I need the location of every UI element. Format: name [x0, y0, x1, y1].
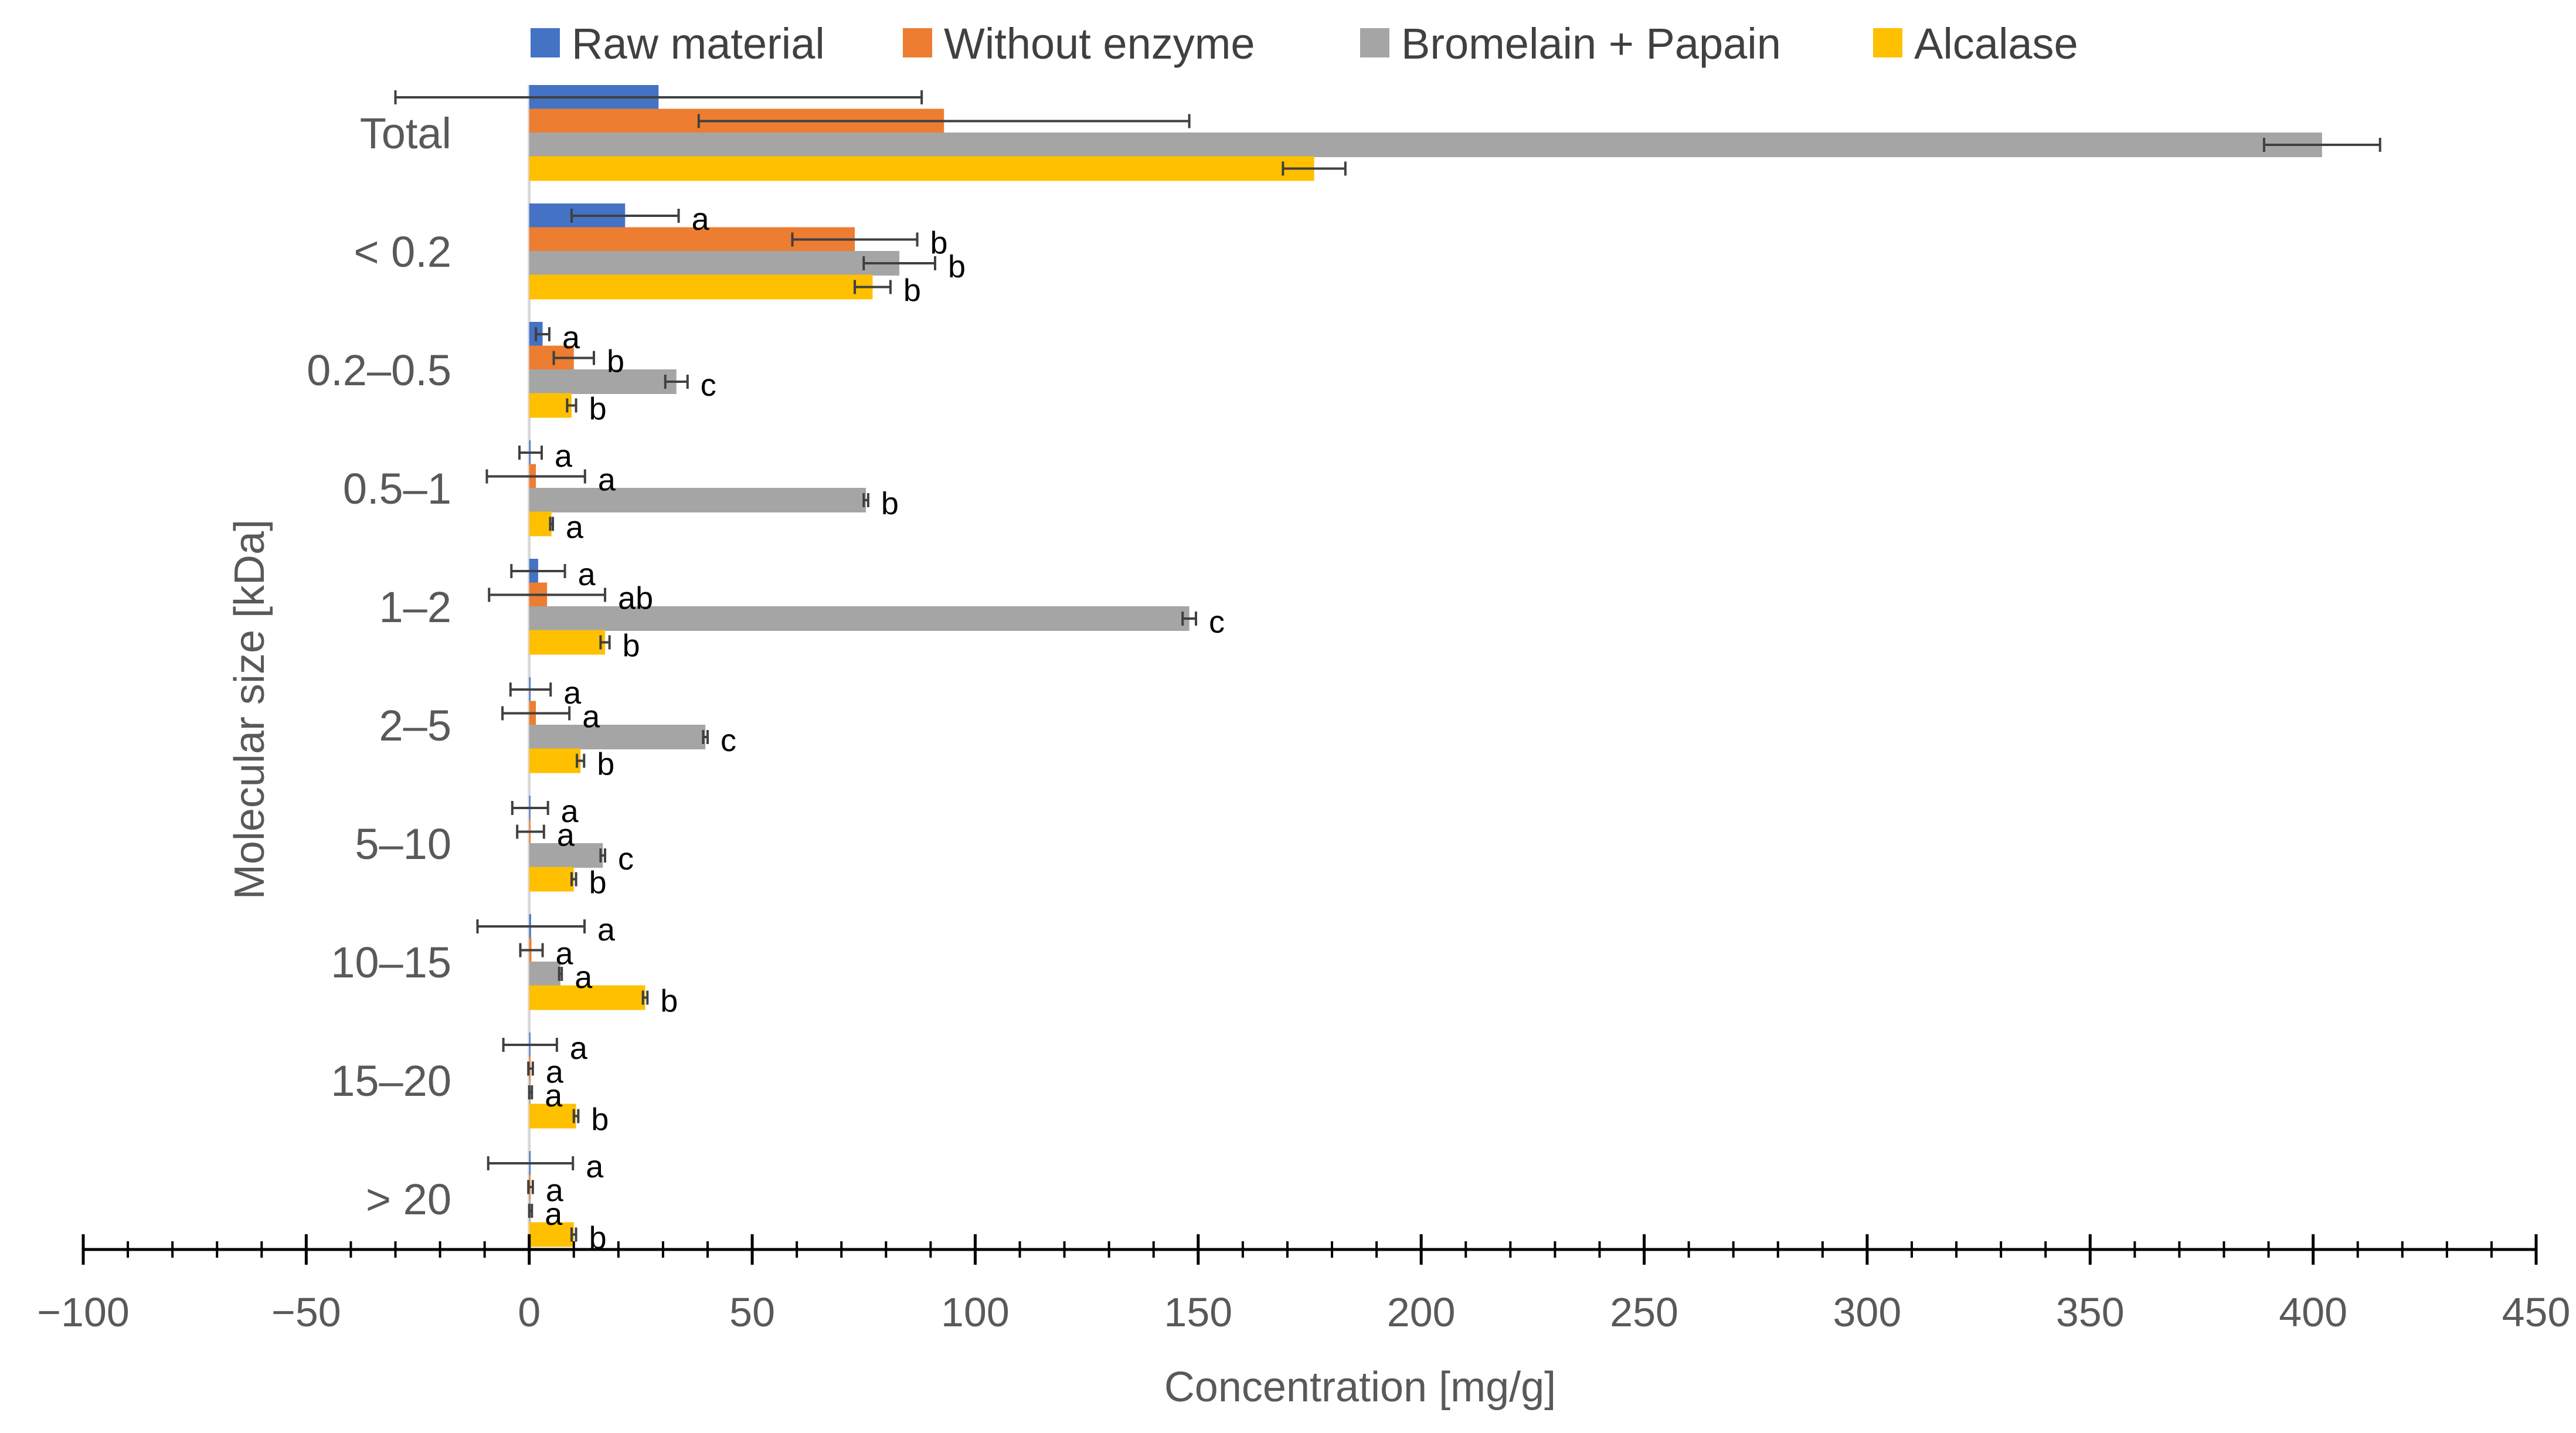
bar — [529, 606, 1190, 631]
significance-letter: a — [570, 1031, 588, 1066]
category-label: 15–20 — [331, 1057, 451, 1105]
significance-letter: a — [561, 794, 579, 829]
significance-letter: a — [597, 912, 616, 948]
significance-letter: b — [591, 1102, 609, 1137]
significance-letter: a — [563, 675, 582, 711]
bar — [529, 985, 645, 1010]
legend-label: Raw material — [572, 19, 825, 68]
significance-letter: a — [598, 463, 616, 498]
x-tick-label: 250 — [1610, 1289, 1678, 1335]
legend-swatch — [1873, 28, 1902, 57]
category-label: 5–10 — [355, 820, 451, 868]
bar — [529, 748, 581, 773]
bar — [529, 962, 560, 986]
x-axis-title: Concentration [mg/g] — [1164, 1364, 1556, 1411]
category-label: < 0.2 — [354, 227, 451, 276]
category-label: 0.5–1 — [343, 464, 451, 513]
significance-letter: a — [557, 818, 575, 853]
significance-letter: b — [597, 747, 614, 782]
bar — [529, 867, 574, 892]
significance-letter: b — [607, 344, 624, 379]
category-label: 10–15 — [331, 938, 451, 987]
bar — [529, 251, 900, 276]
bar — [529, 393, 572, 418]
error-bars — [394, 90, 2381, 1242]
significance-letter: a — [566, 510, 584, 545]
significance-letter: a — [562, 320, 580, 355]
legend-label: Alcalase — [1914, 19, 2078, 68]
significance-letter: a — [555, 439, 573, 474]
significance-letter: a — [545, 1078, 563, 1113]
significance-letter: a — [546, 1173, 564, 1208]
significance-letter: a — [586, 1149, 604, 1184]
significance-letter: a — [546, 1055, 564, 1090]
significance-letter: ab — [618, 581, 653, 616]
significance-letter: c — [721, 723, 736, 758]
category-label: > 20 — [366, 1175, 451, 1224]
bar — [529, 511, 552, 536]
legend-label: Bromelain + Papain — [1401, 19, 1781, 68]
legend-label: Without enzyme — [944, 19, 1255, 68]
significance-letter: a — [578, 557, 596, 592]
bar — [529, 1103, 576, 1129]
x-tick-label: −50 — [271, 1289, 341, 1335]
significance-letter: a — [692, 202, 710, 237]
significance-letter: b — [589, 865, 607, 901]
significance-letter: b — [623, 629, 640, 664]
bar — [529, 369, 677, 394]
x-tick-label: 450 — [2502, 1289, 2571, 1335]
x-tick-label: 50 — [729, 1289, 775, 1335]
category-label: 0.2–0.5 — [307, 346, 451, 395]
x-tick-label: 100 — [941, 1289, 1010, 1335]
category-label: 2–5 — [379, 701, 451, 750]
legend-swatch — [1360, 28, 1389, 57]
significance-letter: b — [930, 226, 948, 261]
bar — [529, 156, 1314, 181]
bar — [529, 1222, 574, 1247]
bar — [529, 133, 2322, 157]
significance-letter: b — [903, 273, 921, 308]
significance-letter: b — [589, 392, 607, 427]
legend: Raw material Without enzyme Bromelain + Pa… — [531, 19, 2078, 68]
x-tick-label: 0 — [518, 1289, 541, 1335]
significance-letter: c — [1209, 605, 1225, 640]
bar — [529, 843, 603, 868]
bar — [529, 274, 873, 300]
category-labels: Total < 0.2 0.2–0.5 0.5–1 1–2 2–5 5–10 10–15 15–… — [307, 109, 451, 1224]
legend-swatch — [903, 28, 932, 57]
x-tick-label: 300 — [1833, 1289, 1902, 1335]
significance-letter: b — [881, 486, 899, 521]
category-label: 1–2 — [379, 583, 451, 631]
y-axis-title: Molecular size [kDa] — [226, 519, 273, 899]
significance-letter: a — [556, 936, 574, 972]
x-tick-label: 400 — [2279, 1289, 2347, 1335]
significance-letter: c — [701, 368, 716, 403]
significance-letter: b — [948, 249, 966, 284]
x-tick-label: 350 — [2056, 1289, 2125, 1335]
significance-letter: c — [618, 841, 634, 877]
x-axis: −100 −50 0 50 100 150 200 250 300 350 400 450 — [37, 1234, 2570, 1335]
x-tick-label: −100 — [37, 1289, 130, 1335]
x-tick-label: 150 — [1164, 1289, 1232, 1335]
x-tick-label: 200 — [1387, 1289, 1456, 1335]
significance-letter: a — [582, 699, 600, 735]
significance-letter: a — [545, 1197, 563, 1232]
significance-letter: b — [660, 984, 678, 1019]
significance-letter: a — [575, 960, 593, 995]
category-label: Total — [360, 109, 451, 158]
bars — [529, 85, 2322, 1247]
bar — [529, 630, 606, 655]
bar — [529, 488, 866, 512]
bar — [529, 725, 706, 749]
legend-swatch — [531, 28, 560, 57]
